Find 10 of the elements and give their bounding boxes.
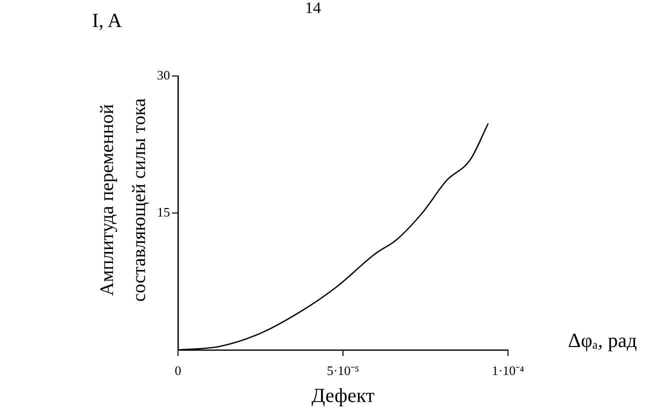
y-axis-title: Амплитуда переменной составляющей силы тока [96, 97, 151, 304]
x-tick-label: 1·10⁻⁴ [492, 363, 525, 378]
text: 14 [305, 0, 321, 18]
y-tick-label: 15 [157, 204, 170, 220]
x-axis-title: Дефект [311, 385, 375, 408]
text: I, A [92, 10, 122, 33]
text: Δφₐ, рад [568, 330, 637, 353]
y-tick-label: 30 [157, 67, 170, 82]
x-tick-label: 0 [174, 363, 182, 378]
x-tick-label: 5·10⁻⁵ [326, 363, 360, 378]
